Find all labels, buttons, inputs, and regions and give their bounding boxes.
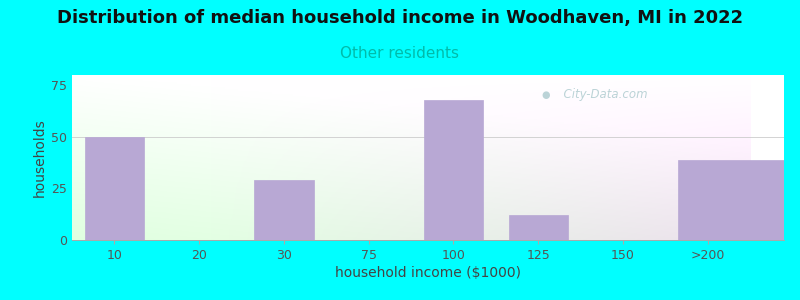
Text: Other residents: Other residents	[341, 46, 459, 62]
Bar	[424, 100, 483, 240]
Y-axis label: households: households	[33, 118, 47, 197]
X-axis label: household income ($1000): household income ($1000)	[335, 266, 521, 280]
Text: City-Data.com: City-Data.com	[556, 88, 648, 101]
Bar	[85, 137, 144, 240]
Bar	[254, 180, 314, 240]
Bar	[509, 215, 568, 240]
Text: Distribution of median household income in Woodhaven, MI in 2022: Distribution of median household income …	[57, 9, 743, 27]
Bar	[678, 160, 800, 240]
Text: ●: ●	[542, 90, 550, 100]
